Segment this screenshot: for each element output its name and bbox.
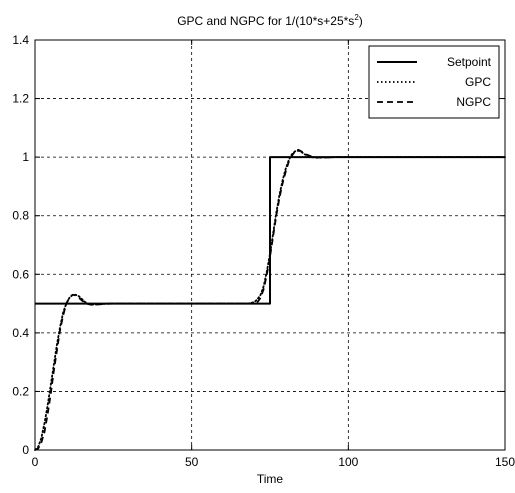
y-tick-label: 0.8 xyxy=(12,209,29,223)
y-tick-label: 0 xyxy=(22,443,29,457)
legend-label-gpc: GPC xyxy=(465,75,491,89)
series-line-ngpc xyxy=(34,148,505,451)
x-tick-label: 0 xyxy=(32,455,39,469)
legend: Setpoint GPC NGPC xyxy=(368,45,500,119)
y-tick-label: 0.2 xyxy=(12,384,29,398)
chart-title-superscript: 2 xyxy=(354,13,359,22)
legend-label-setpoint: Setpoint xyxy=(447,55,492,69)
legend-box xyxy=(368,45,500,119)
legend-label-ngpc: NGPC xyxy=(456,95,491,109)
y-tick-label: 1.4 xyxy=(12,33,29,47)
x-axis-label: Time xyxy=(257,472,284,486)
tick-layer: 0 50 100 150 0 0.2 0.4 0.6 0.8 1 1.2 1.4 xyxy=(12,33,515,469)
x-tick-label: 50 xyxy=(185,455,199,469)
x-tick-label: 100 xyxy=(338,455,358,469)
chart-title: GPC and NGPC for 1/(10*s+25*s2) xyxy=(177,13,363,28)
y-tick-label: 0.6 xyxy=(12,267,29,281)
y-tick-label: 1 xyxy=(22,150,29,164)
y-tick-label: 1.2 xyxy=(12,92,29,106)
x-tick-label: 150 xyxy=(495,455,515,469)
series-layer xyxy=(34,148,506,451)
chart-title-main: GPC and NGPC for 1/(10*s+25*s xyxy=(177,14,354,28)
y-tick-label: 0.4 xyxy=(12,326,29,340)
axes-frame xyxy=(34,39,506,451)
chart-title-suffix: ) xyxy=(359,14,363,28)
